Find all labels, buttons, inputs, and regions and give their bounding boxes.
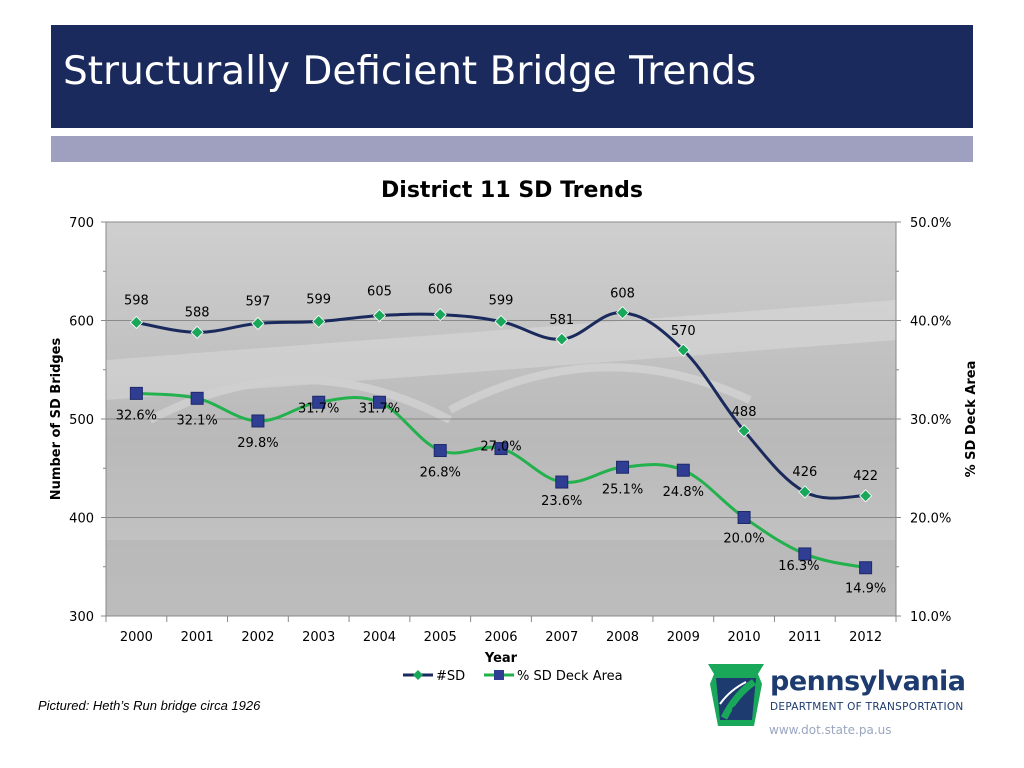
legend-sd-swatch-marker [413,670,423,680]
deck-area-point [798,547,812,561]
logo-wordmark: pennsylvania [770,666,966,697]
x-axis-title: Year [484,651,518,666]
bridge-photo-backdrop [106,300,896,616]
sd-count-point [676,343,690,357]
x-tick-label: 2005 [424,630,457,645]
sd-count-point [737,424,751,438]
website-url[interactable]: www.dot.state.pa.us [769,723,892,737]
deck-area-data-label: 14.9% [845,582,886,597]
y2-tick-label: 10.0% [910,610,951,625]
deck-area-data-label: 20.0% [723,532,764,547]
legend-deck-swatch-marker [494,670,504,680]
y2-tick-label: 30.0% [910,413,951,428]
y-tick-label: 600 [69,315,94,330]
sd-count-data-label: 570 [671,324,696,339]
slide-title: Structurally Deficient Bridge Trends [63,49,757,94]
deck-area-point [616,460,630,474]
deck-area-data-label: 32.1% [176,413,217,428]
y-tick-label: 700 [69,216,94,231]
sd-count-data-label: 588 [185,305,210,320]
x-tick-label: 2003 [302,630,335,645]
x-tick-label: 2008 [606,630,639,645]
accent-stripe [51,136,973,162]
y2-tick-label: 40.0% [910,315,951,330]
sd-count-point [251,316,265,331]
y2-axis-title: % SD Deck Area [964,361,979,478]
deck-area-data-label: 24.8% [663,485,704,500]
x-tick-label: 2007 [545,630,578,645]
sd-count-data-label: 488 [732,405,757,420]
sd-count-data-label: 608 [610,287,635,302]
x-tick-label: 2009 [667,630,700,645]
deck-area-data-label: 16.3% [778,559,819,574]
y-tick-label: 400 [69,512,94,527]
deck-area-point [737,511,751,524]
sd-count-data-label: 598 [124,293,149,308]
deck-area-point [676,463,690,477]
y2-tick-label: 20.0% [910,512,951,527]
legend-sd-label: #SD [436,669,465,684]
deck-area-point [129,386,143,400]
deck-area-point [555,475,569,489]
sd-count-point [190,325,204,339]
sd-count-point [433,308,447,322]
deck-area-point [251,414,265,428]
sd-count-point [798,485,812,499]
chart-title: District 11 SD Trends [381,178,643,203]
x-tick-label: 2006 [484,630,517,645]
x-tick-label: 2001 [181,630,214,645]
sd-count-data-label: 581 [549,313,574,328]
legend-deck-label: % SD Deck Area [517,669,623,684]
sd-count-data-label: 605 [367,285,392,300]
sd-count-point [859,489,873,503]
sd-count-point [555,332,569,346]
logo-department: DEPARTMENT OF TRANSPORTATION [770,701,964,713]
deck-area-data-label: 32.6% [116,408,157,423]
sd-count-data-label: 599 [489,293,514,308]
x-tick-label: 2010 [728,630,761,645]
sd-count-data-label: 606 [428,283,453,298]
deck-area-data-label: 29.8% [237,436,278,451]
x-tick-label: 2004 [363,630,396,645]
legend: #SD % SD Deck Area [403,669,623,684]
y-tick-label: 300 [69,610,94,625]
photo-caption: Pictured: Heth’s Run bridge circa 1926 [38,698,261,713]
deck-area-data-label: 23.6% [541,494,582,509]
deck-area-point [190,391,204,405]
title-bar: Structurally Deficient Bridge Trends [51,25,973,128]
deck-area-data-label: 31.7% [298,401,339,416]
deck-area-point [494,442,508,456]
deck-area-data-label: 26.8% [420,466,461,481]
deck-area-point [312,395,326,409]
x-tick-label: 2011 [788,630,821,645]
sd-count-point [372,309,387,323]
y-axis-title: Number of SD Bridges [49,338,64,501]
sd-count-point [312,314,326,329]
x-tick-label: 2012 [849,630,882,645]
deck-area-point [372,395,386,409]
sd-count-point [494,314,508,329]
deck-area-data-label: 25.1% [602,482,643,497]
x-tick-label: 2002 [241,630,274,645]
x-tick-label: 2000 [120,630,153,645]
y-tick-label: 500 [69,413,94,428]
deck-area-point [433,444,447,458]
deck-area-data-label: 27.0% [480,440,521,455]
sd-count-data-label: 597 [246,294,271,309]
y2-tick-label: 50.0% [910,216,951,231]
sd-count-point [129,315,143,330]
sd-count-data-label: 426 [792,465,817,480]
sd-count-data-label: 599 [306,292,331,307]
keystone-icon [708,664,764,726]
penndot-logo: pennsylvania DEPARTMENT OF TRANSPORTATIO… [706,660,986,760]
sd-count-data-label: 422 [853,469,878,484]
deck-area-point [859,561,873,575]
deck-area-data-label: 31.7% [359,401,400,416]
sd-count-point [615,306,630,320]
